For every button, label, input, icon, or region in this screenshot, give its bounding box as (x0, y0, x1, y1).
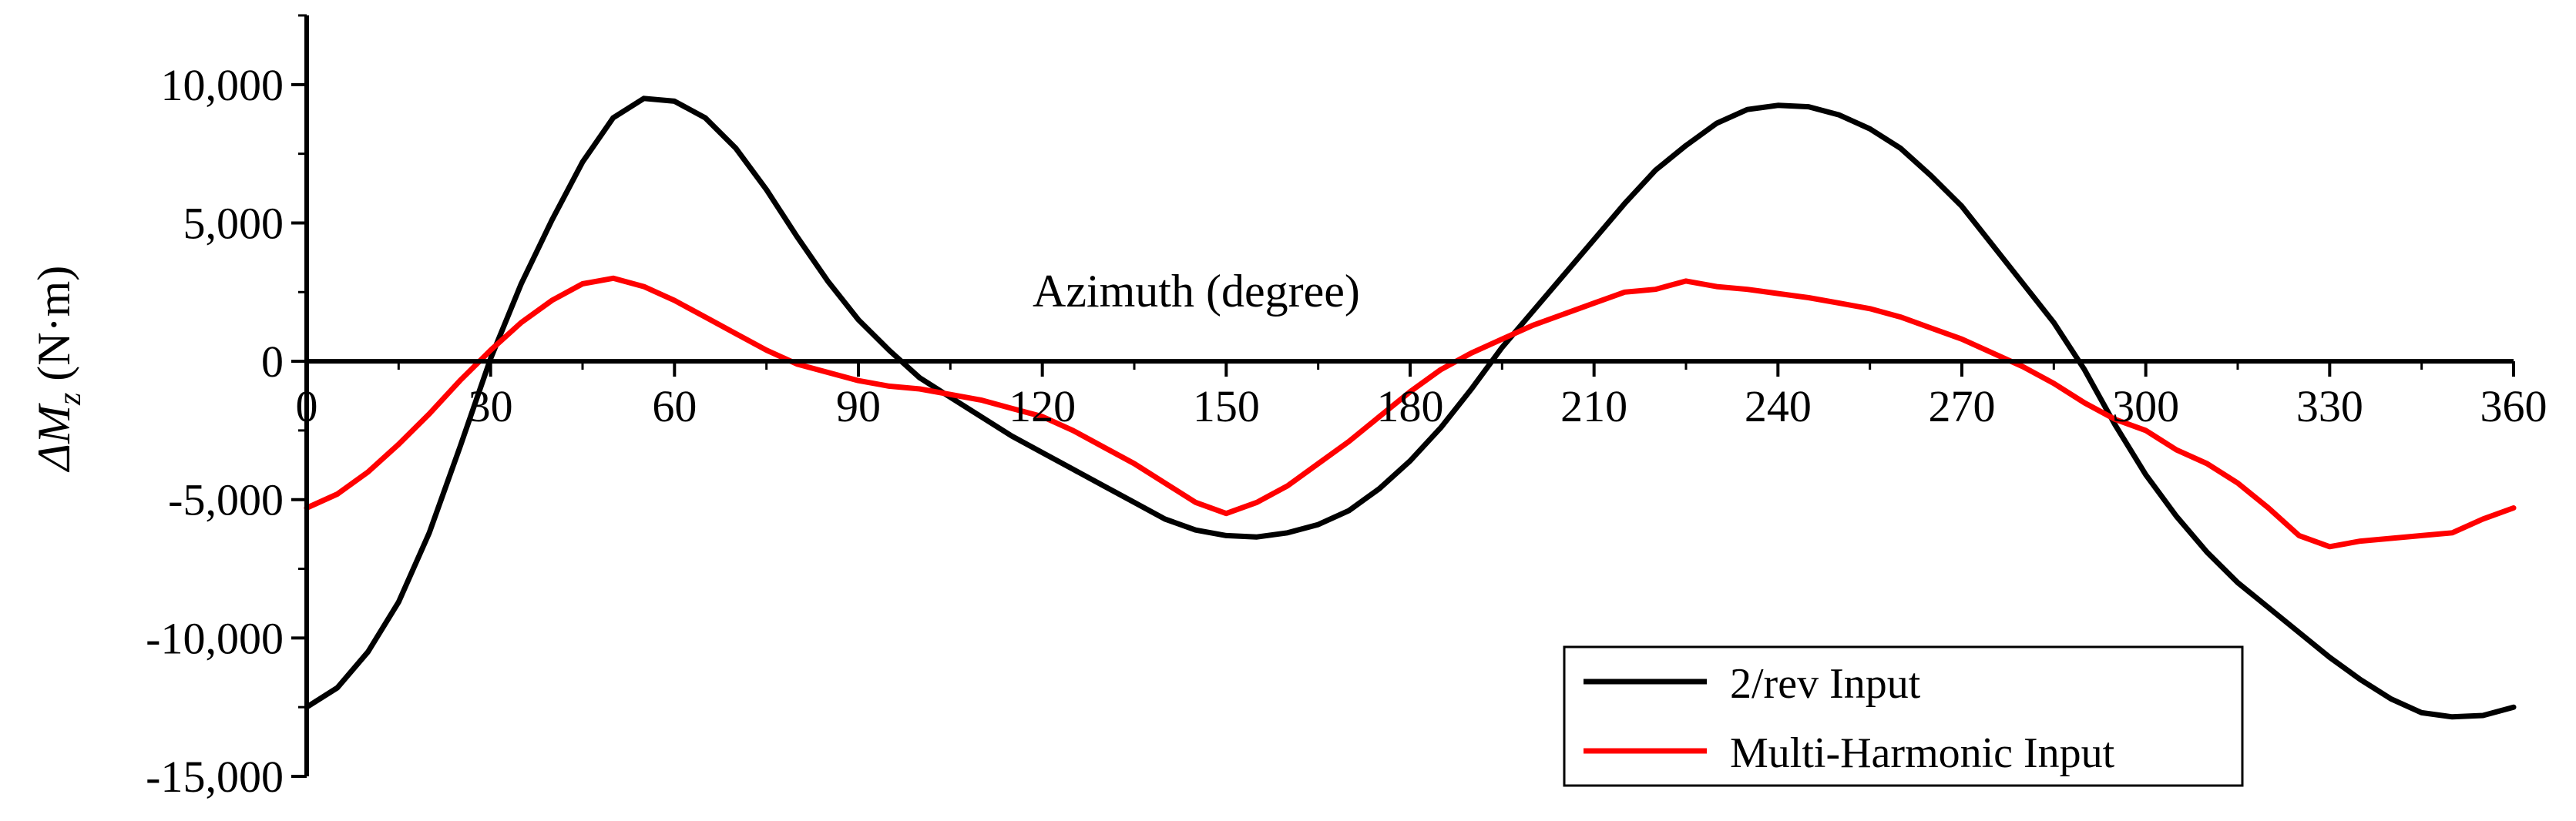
y-axis-title-symbol: ΔM (29, 403, 79, 472)
y-tick-label: -10,000 (146, 613, 284, 663)
legend-box (1563, 645, 2244, 787)
x-tick-label: 210 (1560, 381, 1627, 431)
x-tick-label: 300 (2112, 381, 2179, 431)
x-tick-label: 150 (1193, 381, 1260, 431)
legend-label-multi-harmonic: Multi-Harmonic Input (1730, 729, 2115, 777)
legend-label-2rev: 2/rev Input (1730, 660, 1921, 708)
x-tick-label: 330 (2296, 381, 2363, 431)
x-tick-label: 30 (469, 381, 513, 431)
x-tick-label: 0 (296, 381, 318, 431)
x-tick-label: 270 (1929, 381, 1996, 431)
y-tick-label: -15,000 (146, 752, 284, 802)
y-tick-label: -5,000 (168, 475, 284, 525)
y-tick-label: 0 (261, 337, 284, 387)
y-axis-title-subscript: z (52, 393, 88, 406)
x-tick-label: 60 (652, 381, 697, 431)
series-line-multi-harmonic-input (304, 275, 2517, 550)
x-ticks: 0 30 60 90 120 150 180 210 240 270 300 330 360 (296, 361, 2547, 431)
x-tick-label: 360 (2480, 381, 2547, 431)
y-tick-label: 10,000 (161, 60, 284, 110)
y-tick-label: 5,000 (183, 198, 284, 248)
x-tick-label: 120 (1009, 381, 1076, 431)
x-axis-title: Azimuth (degree) (1033, 266, 1360, 317)
series-layer (304, 96, 2517, 720)
x-tick-label: 240 (1745, 381, 1812, 431)
x-tick-label: 90 (836, 381, 881, 431)
y-axis-title-unit: (N·m) (29, 266, 79, 393)
legend: 2/rev Input Multi-Harmonic Input (1563, 645, 2244, 787)
x-tick-label: 180 (1377, 381, 1444, 431)
y-axis-title: ΔMz (N·m) (29, 266, 88, 473)
y-ticks: -15,000 -10,000 -5,000 0 5,000 10,000 (146, 14, 307, 802)
series-line-2-rev-input (304, 96, 2517, 720)
